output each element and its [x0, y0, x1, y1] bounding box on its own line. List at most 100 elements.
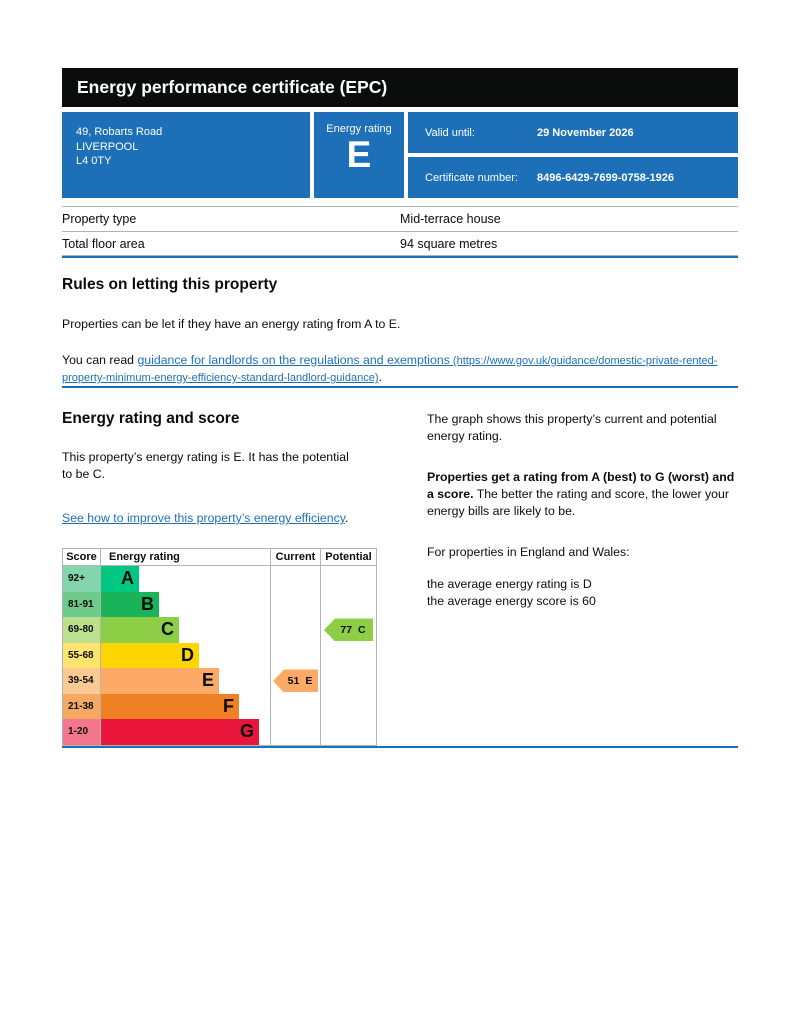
score-range-a: 92+ [63, 566, 101, 592]
improve-efficiency-link[interactable]: See how to improve this property’s energ… [62, 511, 345, 525]
landlord-guidance-link[interactable]: guidance for landlords on the regulation… [62, 353, 717, 384]
property-address-box: 49, Robarts Road LIVERPOOL L4 0TY [62, 112, 310, 198]
letting-rules-heading: Rules on letting this property [62, 276, 278, 293]
address-line-1: 49, Robarts Road [76, 126, 163, 138]
score-range-c: 69-80 [63, 617, 101, 643]
chart-header-current: Current [271, 549, 321, 567]
rating-explainer-bold: Properties get a rating from A (best) to… [427, 470, 735, 502]
table-row: Total floor area 94 square metres [62, 231, 738, 256]
average-rating-text: the average energy rating is D [427, 577, 592, 592]
guidance-suffix-text: . [378, 370, 382, 385]
guidance-prefix-text: You can read [62, 352, 138, 367]
chart-band-row-d: 55-68 D [63, 642, 376, 669]
potential-rating-arrow-letter: C [358, 623, 366, 636]
band-bar-e: E [101, 668, 219, 694]
floor-area-label: Total floor area [62, 236, 145, 251]
current-rating-arrow-letter: E [305, 674, 313, 687]
section-divider [62, 386, 738, 389]
guidance-link-text: guidance for landlords on the regulation… [137, 352, 450, 367]
potential-rating-arrow-score: 77 [340, 623, 353, 636]
band-bar-c: C [101, 617, 179, 643]
potential-column-cell-b [321, 592, 376, 618]
chart-header-rating: Energy rating [101, 549, 271, 567]
band-bar-cell-e: E [101, 668, 271, 694]
energy-rating-chart: Score Energy rating Current Potential 92… [62, 548, 377, 746]
current-rating-arrow-score: 51 [287, 674, 300, 687]
chart-header-row: Score Energy rating Current Potential [63, 549, 376, 567]
band-bar-cell-b: B [101, 591, 271, 618]
potential-column-cell-f [321, 694, 376, 720]
current-column-cell-d [271, 642, 321, 669]
potential-column-cell-c: 77 C [321, 617, 376, 643]
property-type-value: Mid-terrace house [400, 212, 501, 226]
energy-rating-heading: Energy rating and score [62, 410, 240, 428]
chart-band-row-b: 81-91 B [63, 591, 376, 618]
valid-until-value: 29 November 2026 [537, 126, 634, 139]
potential-column-cell-a [321, 566, 376, 592]
chart-band-row-e: 39-54 E 51 E [63, 668, 376, 694]
valid-until-box: Valid until: 29 November 2026 [408, 112, 738, 153]
energy-rating-label: Energy rating [326, 123, 392, 135]
band-bar-cell-g: G [101, 719, 271, 745]
letting-rules-section: Rules on letting this property Propertie… [62, 276, 738, 386]
current-column-cell-b [271, 591, 321, 618]
band-bar-cell-f: F [101, 693, 271, 720]
rating-right-column: The graph shows this property’s current … [407, 388, 743, 745]
chart-band-row-c: 69-80 C 77 C [63, 617, 376, 643]
potential-column-cell-d [321, 643, 376, 669]
rating-explainer-rest: The better the rating and score, the low… [427, 487, 729, 519]
score-range-d: 55-68 [63, 642, 101, 669]
energy-rating-box: Energy rating E [314, 112, 404, 198]
page-title: Energy performance certificate (EPC) [77, 77, 388, 97]
property-type-label: Property type [62, 212, 137, 226]
average-score-text: the average energy score is 60 [427, 594, 596, 609]
rating-intro-text: This property’s energy rating is E. It h… [62, 450, 349, 482]
rating-explainer-text: Properties get a rating from A (best) to… [427, 469, 743, 520]
potential-column-cell-g [321, 719, 376, 745]
certificate-number-box: Certificate number: 8496-6429-7699-0758-… [408, 157, 738, 198]
chart-bands: 92+ A 81-91 B 69-80 C 77 C 55-68 D 39-54 E 51 E 21-38 F… [63, 566, 376, 745]
score-range-g: 1-20 [63, 719, 101, 745]
graph-intro-text: The graph shows this property’s current … [427, 412, 717, 444]
rating-left-column: Energy rating and score This property’s … [62, 388, 407, 746]
section-divider [62, 745, 738, 748]
band-bar-cell-a: A [101, 566, 271, 592]
section-divider [62, 256, 738, 258]
current-column-cell-f [271, 693, 321, 720]
current-rating-arrow: 51 E [273, 669, 318, 693]
band-bar-a: A [101, 566, 139, 592]
score-range-e: 39-54 [63, 668, 101, 694]
band-bar-b: B [101, 591, 159, 618]
energy-rating-value: E [346, 134, 372, 175]
averages-intro-text: For properties in England and Wales: [427, 545, 630, 560]
floor-area-value: 94 square metres [400, 236, 498, 251]
band-bar-g: G [101, 719, 259, 745]
score-range-f: 21-38 [63, 693, 101, 720]
energy-rating-section: Energy rating and score This property’s … [62, 388, 738, 746]
chart-band-row-a: 92+ A [63, 566, 376, 592]
current-column-cell-c [271, 617, 321, 643]
landlord-guidance-paragraph: You can read guidance for landlords on t… [62, 352, 738, 386]
band-bar-cell-c: C [101, 617, 271, 643]
address-line-2: LIVERPOOL [76, 140, 139, 153]
improve-link-suffix: . [344, 511, 349, 526]
current-column-cell-g [271, 719, 321, 745]
certificate-summary-panel: 49, Robarts Road LIVERPOOL L4 0TY Energy… [62, 112, 738, 198]
chart-header-potential: Potential [321, 549, 376, 567]
current-column-cell-e: 51 E [271, 668, 321, 694]
guidance-link-url: (https://www.gov.uk/guidance/domestic-pr… [62, 354, 718, 385]
chart-band-row-f: 21-38 F [63, 693, 376, 720]
band-bar-f: F [101, 693, 239, 720]
improve-link-text: See how to improve this property’s energ… [62, 511, 345, 526]
address-line-3: L4 0TY [76, 155, 112, 168]
property-details-table: Property type Mid-terrace house Total fl… [62, 206, 738, 256]
improve-efficiency-paragraph: See how to improve this property’s energ… [62, 510, 350, 527]
certificate-meta-column: Valid until: 29 November 2026 Certificat… [408, 112, 738, 198]
document-title-bar: Energy performance certificate (EPC) [62, 68, 738, 107]
table-row: Property type Mid-terrace house [62, 206, 738, 231]
letting-rules-text: Properties can be let if they have an en… [62, 317, 401, 331]
chart-header-score: Score [63, 549, 101, 567]
band-bar-d: D [101, 642, 199, 669]
valid-until-label: Valid until: [425, 126, 475, 139]
